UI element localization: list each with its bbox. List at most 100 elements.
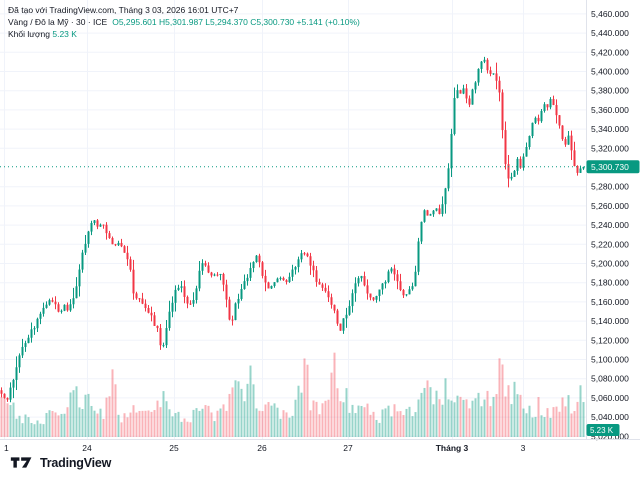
volume-bar <box>153 410 156 437</box>
volume-bar <box>519 394 522 437</box>
volume-bar <box>78 407 81 437</box>
volume-bar <box>498 358 501 437</box>
volume-bar <box>465 399 468 437</box>
candle-body <box>540 110 543 122</box>
candle-body <box>210 272 213 276</box>
volume-bar <box>375 419 378 437</box>
volume-bar <box>264 404 267 437</box>
volume-bar <box>213 421 216 437</box>
volume-label: Khối lượng <box>8 29 50 39</box>
volume-bar <box>405 408 408 437</box>
volume-bar <box>435 390 438 437</box>
volume-bar <box>573 411 576 437</box>
volume-bar <box>447 399 450 437</box>
candle-body <box>339 323 342 331</box>
volume-bar <box>90 405 93 437</box>
volume-bar <box>177 411 180 437</box>
volume-badge <box>586 424 620 436</box>
volume-bar <box>9 405 12 437</box>
candle-body <box>186 296 189 304</box>
candle-body <box>42 307 45 314</box>
volume-bar <box>69 392 72 437</box>
volume-bar <box>420 392 423 437</box>
candle-body <box>111 238 114 245</box>
volume-bar <box>84 394 87 437</box>
volume-bar <box>513 381 516 437</box>
candle-body <box>426 210 429 216</box>
candle-body <box>378 289 381 296</box>
candle-body <box>189 303 192 305</box>
candle-body <box>66 304 69 311</box>
candle-body <box>474 82 477 90</box>
candle-body <box>372 297 375 300</box>
candle-body <box>387 271 390 282</box>
candle-body <box>552 99 555 106</box>
volume-bar <box>474 398 477 437</box>
volume-bar <box>306 364 309 437</box>
candle-body <box>300 253 303 260</box>
volume-bar <box>243 401 246 437</box>
volume-bar <box>381 409 384 437</box>
candle-body <box>336 310 339 324</box>
candle-body <box>237 298 240 304</box>
price-axis-label: 5,360.000 <box>591 105 629 115</box>
candle-body <box>381 283 384 290</box>
candle-body <box>567 135 570 145</box>
volume-bar <box>255 408 258 437</box>
candle-body <box>417 241 420 272</box>
volume-bar <box>270 405 273 437</box>
candle-body <box>12 379 15 388</box>
candle-body <box>510 176 513 179</box>
candle-body <box>348 306 351 315</box>
candle-body <box>114 244 117 246</box>
candle-body <box>180 286 183 288</box>
volume-bar <box>252 384 255 437</box>
tradingview-logo-icon <box>10 457 32 468</box>
volume-bar <box>183 418 186 437</box>
candle-body <box>402 290 405 296</box>
candle-body <box>204 263 207 266</box>
price-axis-label: 5,440.000 <box>591 28 629 38</box>
candle-body <box>393 268 396 275</box>
tradingview-logo[interactable]: TradingView <box>10 455 111 470</box>
candle-body <box>9 387 12 400</box>
candle-body <box>411 286 414 290</box>
candle-body <box>279 277 282 279</box>
candle-body <box>246 277 249 282</box>
candle-body <box>330 297 333 305</box>
volume-bar <box>507 385 510 437</box>
volume-bar <box>6 403 9 437</box>
candle-body <box>228 299 231 320</box>
candle-body <box>177 287 180 290</box>
volume-bar <box>441 404 444 437</box>
candle-body <box>315 270 318 282</box>
candle-body <box>345 314 348 319</box>
volume-bar <box>24 414 27 437</box>
volume-bar <box>51 410 54 437</box>
candle-body <box>459 90 462 94</box>
candle-body <box>537 117 540 122</box>
volume-bar <box>42 424 45 437</box>
volume-bar <box>81 409 84 437</box>
candle-body <box>498 80 501 93</box>
candle-body <box>258 255 261 263</box>
volume-bar <box>333 352 336 437</box>
volume-bar <box>378 422 381 437</box>
candle-body <box>318 281 321 285</box>
volume-bar <box>570 413 573 437</box>
price-axis-label: 5,200.000 <box>591 259 629 269</box>
volume-bar <box>369 414 372 437</box>
price-axis-label: 5,180.000 <box>591 278 629 288</box>
candle-body <box>564 139 567 145</box>
candle-body <box>72 298 75 305</box>
volume-bar <box>387 405 390 437</box>
price-axis-label: 5,060.000 <box>591 393 629 403</box>
volume-bar <box>225 410 228 437</box>
volume-bar <box>483 399 486 437</box>
candle-body <box>543 104 546 111</box>
candle-body <box>294 267 297 270</box>
tradingview-logo-text: TradingView <box>40 455 112 470</box>
volume-bar <box>204 405 207 437</box>
volume-bar <box>312 400 315 437</box>
volume-bar <box>45 412 48 437</box>
